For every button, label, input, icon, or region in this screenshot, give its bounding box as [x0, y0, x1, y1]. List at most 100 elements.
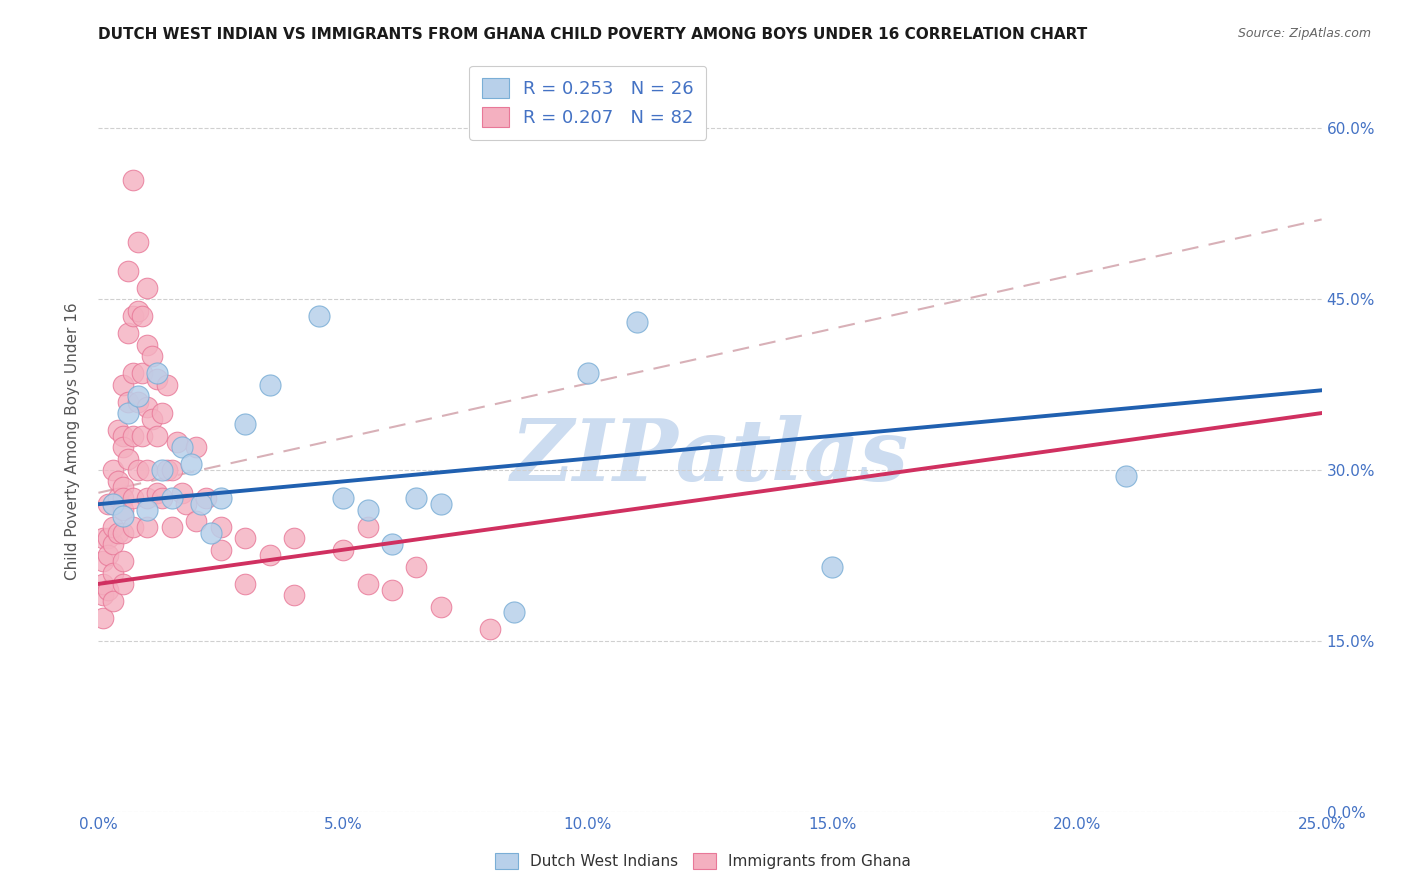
Point: [121, 310, 143, 324]
Point: [381, 537, 404, 551]
Point: [356, 503, 378, 517]
Point: [101, 566, 124, 580]
Point: [405, 559, 427, 574]
Point: [381, 582, 404, 597]
Point: [160, 463, 183, 477]
Legend: R = 0.253   N = 26, R = 0.207   N = 82: R = 0.253 N = 26, R = 0.207 N = 82: [470, 66, 706, 140]
Point: [186, 440, 208, 454]
Point: [97, 532, 120, 546]
Point: [111, 577, 134, 591]
Point: [131, 429, 153, 443]
Point: [150, 463, 173, 477]
Point: [117, 394, 139, 409]
Point: [111, 480, 134, 494]
Point: [503, 606, 526, 620]
Point: [117, 326, 139, 341]
Point: [146, 429, 169, 443]
Point: [91, 611, 114, 625]
Point: [200, 525, 222, 540]
Point: [209, 520, 232, 534]
Point: [111, 491, 134, 506]
Point: [136, 281, 159, 295]
Point: [97, 549, 120, 563]
Point: [283, 532, 305, 546]
Point: [150, 406, 173, 420]
Point: [233, 532, 256, 546]
Point: [332, 491, 354, 506]
Y-axis label: Child Poverty Among Boys Under 16: Child Poverty Among Boys Under 16: [65, 302, 80, 581]
Point: [259, 549, 281, 563]
Point: [209, 542, 232, 557]
Point: [283, 588, 305, 602]
Point: [107, 525, 129, 540]
Point: [356, 577, 378, 591]
Point: [107, 491, 129, 506]
Point: [190, 497, 212, 511]
Point: [97, 497, 120, 511]
Point: [1115, 468, 1137, 483]
Point: [121, 366, 143, 380]
Point: [131, 366, 153, 380]
Point: [107, 423, 129, 437]
Point: [170, 440, 193, 454]
Point: [576, 366, 599, 380]
Point: [121, 429, 143, 443]
Point: [150, 491, 173, 506]
Point: [146, 485, 169, 500]
Point: [430, 497, 453, 511]
Point: [356, 520, 378, 534]
Point: [101, 463, 124, 477]
Point: [127, 394, 149, 409]
Point: [111, 525, 134, 540]
Text: ZIPatlas: ZIPatlas: [510, 415, 910, 498]
Point: [136, 337, 159, 351]
Point: [136, 520, 159, 534]
Point: [209, 491, 232, 506]
Point: [117, 451, 139, 466]
Point: [121, 172, 143, 186]
Point: [111, 554, 134, 568]
Point: [127, 235, 149, 250]
Point: [91, 554, 114, 568]
Point: [160, 520, 183, 534]
Point: [160, 491, 183, 506]
Point: [180, 458, 202, 472]
Point: [121, 491, 143, 506]
Point: [136, 503, 159, 517]
Point: [127, 303, 149, 318]
Point: [430, 599, 453, 614]
Point: [111, 508, 134, 523]
Point: [146, 366, 169, 380]
Point: [332, 542, 354, 557]
Point: [166, 434, 188, 449]
Point: [101, 537, 124, 551]
Point: [117, 263, 139, 277]
Point: [97, 582, 120, 597]
Point: [626, 315, 648, 329]
Point: [141, 411, 163, 425]
Point: [233, 577, 256, 591]
Point: [91, 577, 114, 591]
Point: [141, 349, 163, 363]
Point: [136, 401, 159, 415]
Point: [101, 497, 124, 511]
Point: [308, 310, 330, 324]
Point: [111, 503, 134, 517]
Point: [131, 310, 153, 324]
Point: [136, 491, 159, 506]
Point: [101, 594, 124, 608]
Point: [91, 532, 114, 546]
Point: [107, 475, 129, 489]
Point: [156, 377, 179, 392]
Point: [405, 491, 427, 506]
Point: [127, 463, 149, 477]
Point: [101, 520, 124, 534]
Point: [111, 440, 134, 454]
Text: DUTCH WEST INDIAN VS IMMIGRANTS FROM GHANA CHILD POVERTY AMONG BOYS UNDER 16 COR: DUTCH WEST INDIAN VS IMMIGRANTS FROM GHA…: [98, 27, 1088, 42]
Point: [156, 463, 179, 477]
Point: [821, 559, 844, 574]
Point: [478, 623, 501, 637]
Point: [176, 497, 198, 511]
Point: [146, 372, 169, 386]
Point: [136, 463, 159, 477]
